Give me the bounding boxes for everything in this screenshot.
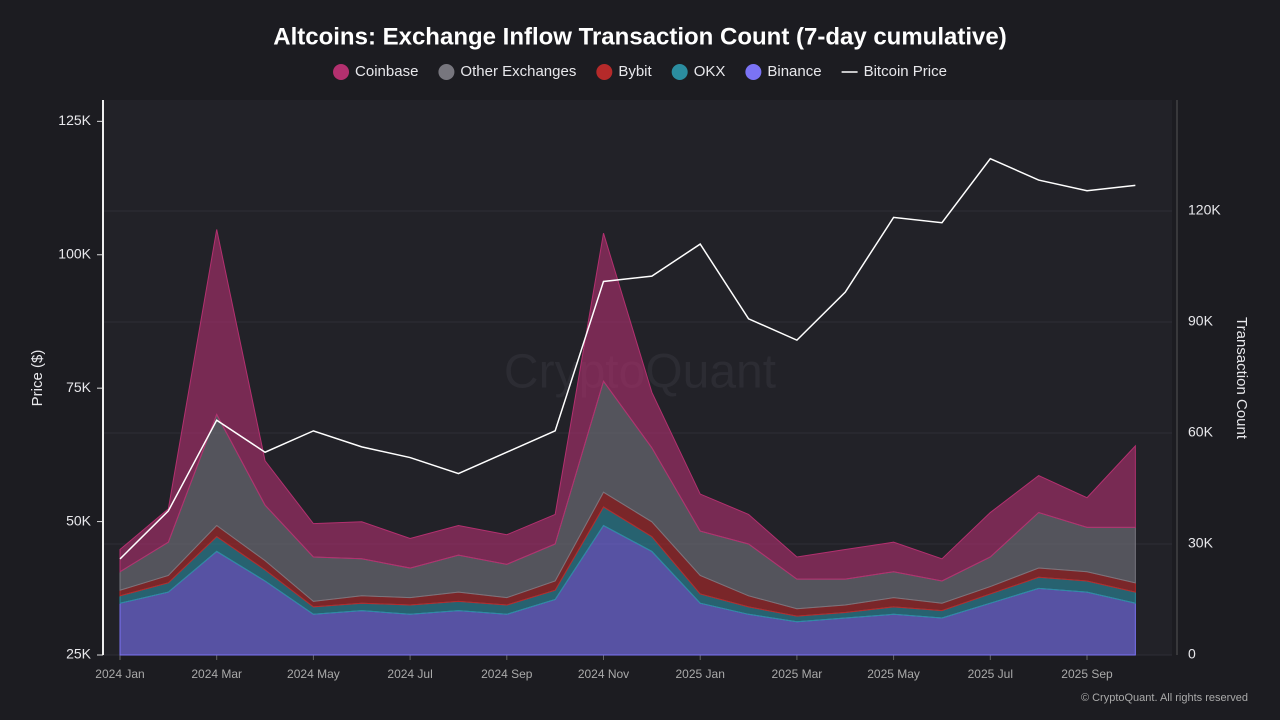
legend-item: Other Exchanges: [438, 63, 576, 80]
legend-marker: [745, 64, 762, 80]
x-tick-label: 2024 Jul: [387, 667, 432, 681]
legend-item: Coinbase: [333, 63, 418, 80]
legend-label: Bitcoin Price: [864, 63, 947, 80]
legend-label: Coinbase: [355, 63, 418, 80]
x-tick-label: 2025 Sep: [1061, 667, 1113, 681]
y2-tick-label: 60K: [1188, 424, 1214, 440]
y2-axis-label: Transaction Count: [1233, 317, 1250, 440]
x-tick-label: 2024 Sep: [481, 667, 533, 681]
y-tick-label: 125K: [58, 112, 91, 128]
chart-title: Altcoins: Exchange Inflow Transaction Co…: [273, 23, 1006, 50]
legend-item: Binance: [745, 63, 822, 80]
y2-tick-label: 0: [1188, 646, 1196, 662]
legend-item: Bitcoin Price: [841, 63, 947, 80]
legend: Coinbase Other Exchanges Bybit OKX Binance Bi…: [333, 63, 947, 80]
x-tick-label: 2024 Nov: [578, 667, 629, 681]
x-tick-label: 2024 Mar: [191, 667, 242, 681]
y-tick-label: 25K: [66, 646, 92, 662]
x-tick-label: 2025 May: [867, 667, 920, 681]
x-tick-label: 2025 Jul: [968, 667, 1013, 681]
y-tick-label: 50K: [66, 512, 92, 528]
y-axis-label: Price ($): [29, 350, 46, 407]
legend-label: OKX: [694, 63, 726, 80]
legend-label: Other Exchanges: [460, 63, 576, 80]
legend-marker: [438, 64, 455, 80]
legend-item: Bybit: [596, 63, 653, 80]
y2-tick-label: 120K: [1188, 202, 1221, 218]
legend-marker: [671, 64, 688, 80]
price-line: [119, 157, 1136, 560]
x-tick-label: 2024 Jan: [95, 667, 144, 681]
y2-tick-label: 90K: [1188, 313, 1214, 329]
y-tick-label: 100K: [58, 245, 91, 261]
legend-item: OKX: [671, 63, 726, 80]
y-tick-label: 75K: [66, 379, 92, 395]
legend-label: Binance: [767, 63, 821, 80]
x-tick-label: 2024 May: [287, 667, 340, 681]
y2-tick-label: 30K: [1188, 535, 1214, 551]
credit: © CryptoQuant. All rights reserved: [1081, 692, 1248, 704]
legend-marker: [333, 64, 350, 80]
legend-label: Bybit: [618, 63, 652, 80]
x-tick-label: 2025 Mar: [772, 667, 823, 681]
area: [119, 229, 1136, 582]
legend-marker: [596, 64, 613, 80]
x-tick-label: 2025 Jan: [676, 667, 725, 681]
